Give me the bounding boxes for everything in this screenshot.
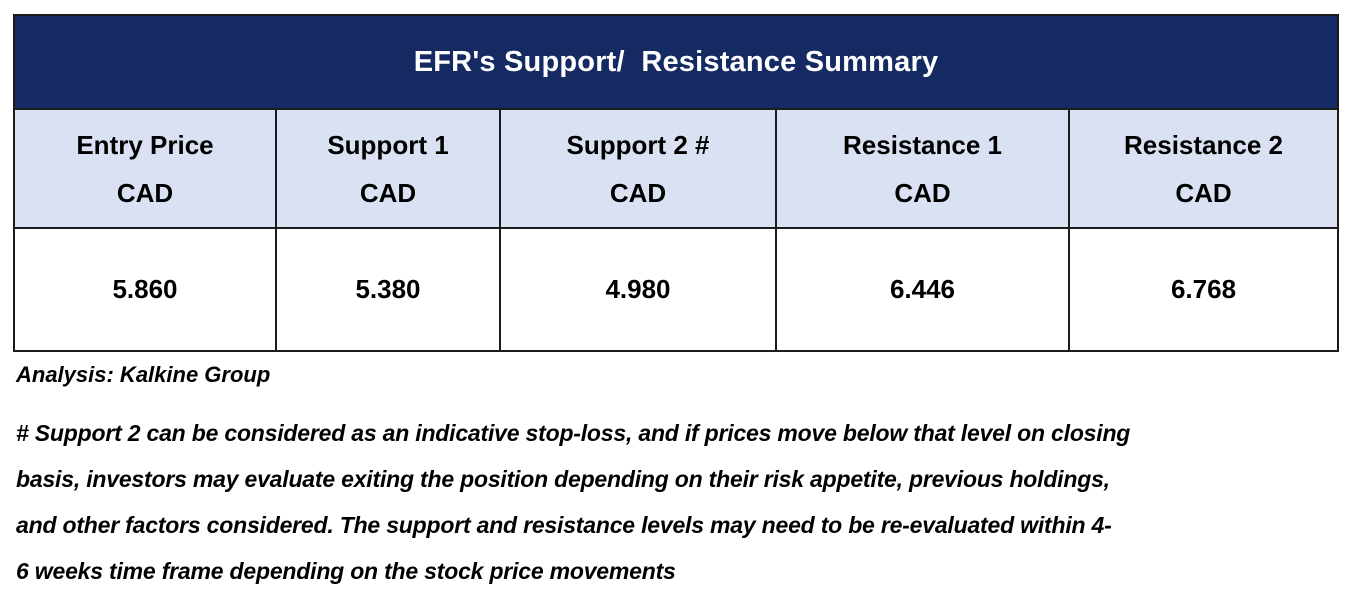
column-unit: CAD: [1175, 177, 1232, 208]
column-header-support-2: Support 2 # CAD: [499, 108, 777, 229]
support-resistance-table: EFR's Support/ Resistance Summary Entry …: [12, 14, 1340, 352]
table-row: 5.860 5.380 4.980 6.446 6.768: [13, 227, 1340, 352]
column-header-entry-price: Entry Price CAD: [13, 108, 277, 229]
footnote-line: # Support 2 can be considered as an indi…: [16, 420, 1131, 446]
column-header-resistance-1: Resistance 1 CAD: [775, 108, 1070, 229]
footnote-line: basis, investors may evaluate exiting th…: [16, 466, 1110, 492]
value-resistance-2: 6.768: [1067, 227, 1340, 352]
column-header-support-1: Support 1 CAD: [275, 108, 501, 229]
column-label: Support 2 #: [566, 129, 710, 160]
column-header-resistance-2: Resistance 2 CAD: [1067, 108, 1340, 229]
table-title: EFR's Support/ Resistance Summary: [12, 14, 1340, 110]
value-support-2: 4.980: [499, 227, 777, 352]
column-unit: CAD: [116, 177, 174, 208]
value-resistance-1: 6.446: [775, 227, 1070, 352]
column-label: Entry Price: [76, 129, 214, 160]
footnote-line: and other factors considered. The suppor…: [16, 512, 1112, 538]
table-title-row: EFR's Support/ Resistance Summary: [12, 14, 1340, 110]
source-attribution: Analysis: Kalkine Group: [16, 362, 271, 387]
table-header-row: Entry Price CAD Support 1 CAD Support 2 …: [13, 108, 1340, 229]
column-unit: CAD: [894, 177, 951, 208]
value-entry-price: 5.860: [13, 227, 277, 352]
column-label: Resistance 1: [843, 129, 1002, 160]
column-unit: CAD: [609, 177, 667, 208]
footnote: # Support 2 can be considered as an indi…: [16, 410, 1346, 594]
footnote-line: 6 weeks time frame depending on the stoc…: [16, 558, 676, 584]
column-unit: CAD: [359, 177, 417, 208]
column-label: Resistance 2: [1124, 129, 1283, 160]
value-support-1: 5.380: [275, 227, 501, 352]
column-label: Support 1: [327, 129, 449, 160]
